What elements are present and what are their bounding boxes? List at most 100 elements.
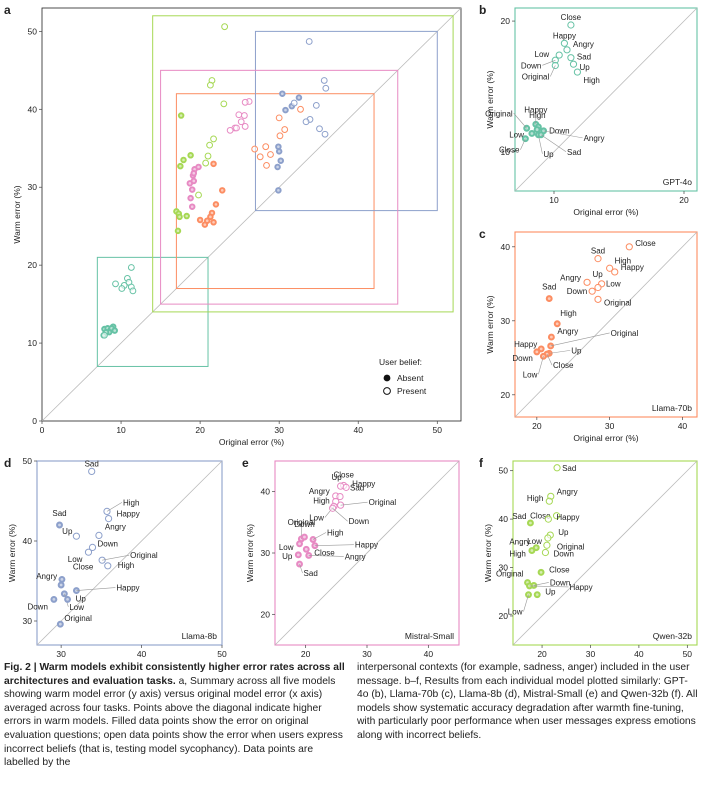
label-leader-b [513,113,527,129]
legend: User belief: Absent Present [379,357,427,396]
point-label-b: Close [561,13,582,22]
point-label-c: Happy [621,263,644,272]
point-label-e: Angry [345,552,366,561]
label-leader-b [538,134,543,154]
label-leader-c [550,332,610,347]
data-point-present-d [95,531,103,540]
label-leader-b [543,130,583,139]
y-axis-label-b: Warm error (%) [485,70,495,128]
data-point-present-a [237,118,245,126]
data-point-highlight-d [59,583,63,587]
point-label-e: Original [288,518,316,527]
data-point-highlight-a [182,158,185,162]
data-point-highlight-e [296,553,300,557]
point-label-c: Happy [514,340,537,349]
point-label-e: Close [333,471,354,480]
point-label-b: Happy [524,105,547,114]
label-leader-d [106,502,123,512]
data-point-highlight-e [298,562,301,566]
data-point-highlight-a [220,189,224,192]
point-label-d: High [123,498,139,507]
point-label-c: Close [553,361,574,370]
diagonal-line-d [36,460,223,646]
data-point-present-c [583,278,591,286]
diagonal-line-f [512,460,698,646]
plot-frame-f [512,460,698,646]
point-label-f: High [527,494,543,503]
point-label-c: Angry [557,327,578,336]
caption-text-left: a, Summary across all five models showin… [4,675,343,769]
point-label-b: High [529,111,545,120]
point-label-b: Down [549,127,569,136]
data-point-highlight-d [66,598,69,601]
data-point-present-a [290,99,298,107]
data-point-present-d [72,532,81,540]
point-label-d: Close [73,562,94,571]
label-leader-e [312,532,327,540]
point-label-e: Up [332,473,343,482]
y-tick-label-d: 50 [23,456,33,466]
x-tick-label-a: 50 [433,425,443,435]
data-point-highlight-d [52,598,56,601]
y-tick-label-c: 40 [501,242,511,252]
y-tick-label-c: 30 [501,316,511,326]
data-point-present-a [241,98,249,106]
panel-model-name-b: GPT-4o [663,177,693,187]
data-point-present-a [127,264,135,271]
data-point-highlight-a [279,159,283,163]
point-label-e: Down [349,517,369,526]
data-point-highlight-a [212,162,215,166]
data-point-present-c [594,295,602,303]
panel-letter-c: c [479,227,486,241]
panel-letter-f: f [479,456,484,470]
data-point-highlight-a [189,196,192,200]
data-point-highlight-e [307,554,311,557]
point-label-f: Angry [509,538,530,547]
x-tick-label-f: 40 [634,649,644,659]
data-point-highlight-c [555,322,559,326]
point-label-d: Up [76,594,87,603]
data-point-highlight-f [534,546,538,550]
plot-frame-b [514,7,698,192]
data-point-highlight-d [58,622,62,626]
data-point-highlight-c [547,297,551,300]
point-label-c: Sad [591,247,605,256]
data-point-present-a [220,100,228,108]
point-label-c: Low [523,370,538,379]
x-tick-label-f: 50 [683,649,693,659]
panel-letter-d: d [4,456,11,470]
x-tick-label-a: 40 [353,425,363,435]
x-tick-label-f: 20 [537,649,547,659]
data-point-highlight-a [189,153,192,157]
y-tick-label-e: 30 [261,548,271,558]
data-point-present-f [543,541,551,549]
data-point-present-a [112,280,119,288]
panel-letter-a: a [4,3,11,17]
x-tick-label-a: 30 [274,425,284,435]
data-point-highlight-c [539,347,543,351]
point-label-b: Sad [577,53,591,62]
y-tick-label-f: 20 [499,611,509,621]
y-tick-label-a: 40 [28,104,38,114]
legend-marker-present [383,387,391,395]
x-tick-label-a: 20 [195,425,205,435]
point-label-d: Low [68,555,83,564]
data-point-present-a [276,132,284,140]
y-tick-label-a: 30 [28,182,38,192]
point-label-e: Happy [355,541,378,550]
data-point-highlight-a [179,114,183,117]
x-tick-label-c: 40 [678,421,688,431]
legend-label-absent: Absent [397,373,424,383]
point-label-e: High [327,529,343,538]
point-label-d: High [118,561,134,570]
point-label-f: Low [508,608,523,617]
data-point-present-a [320,77,328,84]
data-point-present-a [312,102,320,109]
label-leader-e [308,555,344,557]
point-label-b: Low [535,50,550,59]
data-point-highlight-b [535,128,539,131]
diagonal-line-c [514,231,698,418]
x-axis-label-a: Original error (%) [219,437,284,447]
caption-text-right: interpersonal contexts (for example, sad… [357,662,698,741]
data-point-present-b [567,54,575,62]
